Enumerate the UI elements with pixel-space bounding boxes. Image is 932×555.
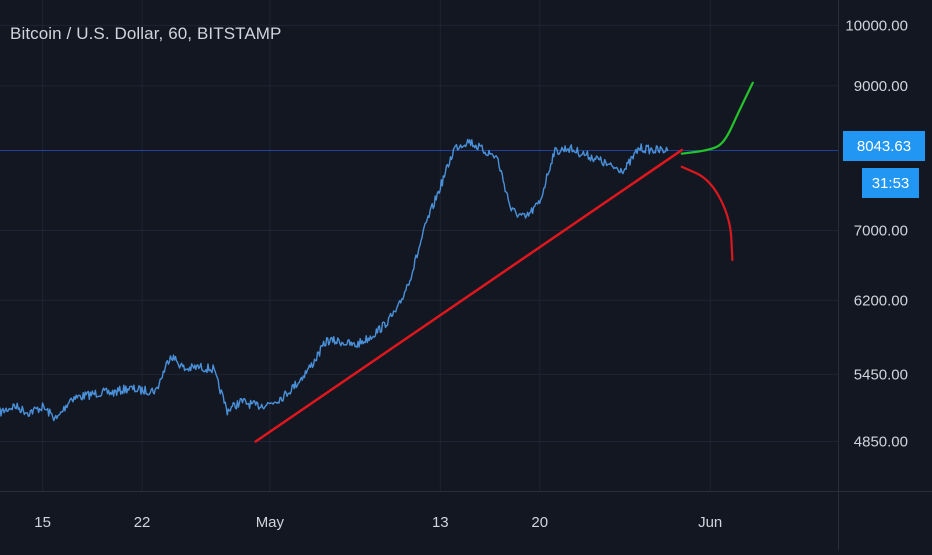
support-trendline [254,148,684,443]
x-tick-label: 13 [432,514,449,531]
x-tick-label: Jun [698,514,722,531]
x-tick-label: 15 [34,514,51,531]
y-tick-label: 7000.00 [854,222,908,239]
x-tick-label: 20 [531,514,548,531]
y-tick-label: 9000.00 [854,78,908,95]
current-price-tag: 8043.63 [843,131,925,161]
y-tick-label: 10000.00 [845,17,908,34]
countdown-tag: 31:53 [862,168,919,198]
y-tick-label: 4850.00 [854,433,908,450]
y-tick-label: 5450.00 [854,366,908,383]
series-layer [0,81,754,443]
bearish-projection-curve [680,165,734,262]
bullish-projection-curve [680,81,754,155]
x-tick-label: May [256,514,285,531]
chart-title: Bitcoin / U.S. Dollar, 60, BITSTAMP [10,24,282,43]
y-tick-label: 6200.00 [854,292,908,309]
time-axis[interactable]: 15 22 May 13 20 Jun [34,514,722,531]
grid [0,0,838,491]
x-tick-label: 22 [134,514,151,531]
price-series-line [0,138,669,422]
price-axis[interactable]: 10000.00 9000.00 7000.00 6200.00 5450.00 4850… [845,17,908,450]
